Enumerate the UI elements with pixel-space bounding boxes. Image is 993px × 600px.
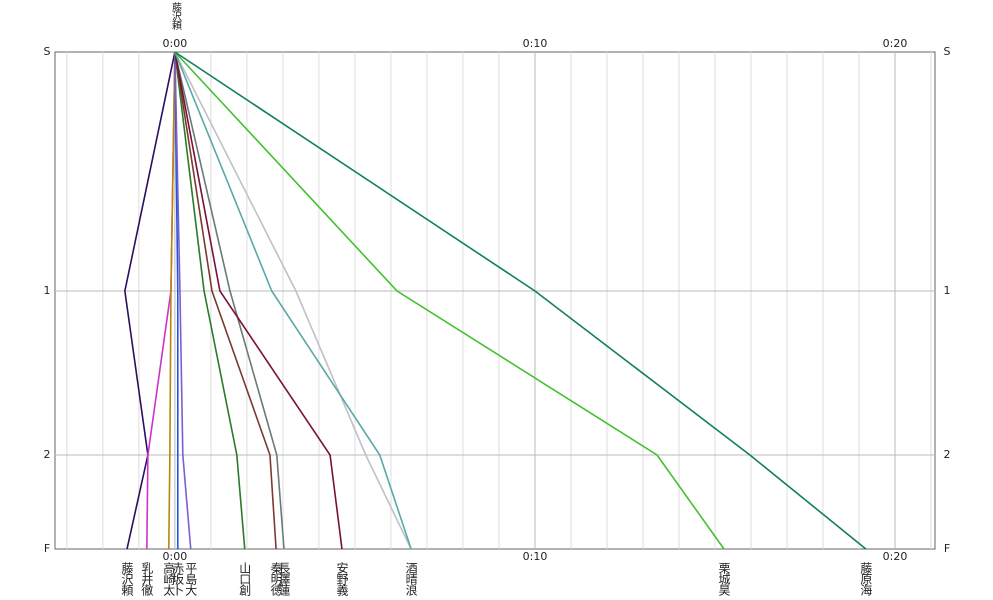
y-label-right: F — [944, 542, 950, 555]
runner-label: 藤沢頼 — [120, 562, 134, 597]
y-label-right: 1 — [944, 284, 951, 297]
runner-label: 藤原海 — [859, 562, 873, 596]
plot-frame — [54, 51, 936, 550]
runner-line — [174, 51, 412, 550]
y-label-left: F — [44, 542, 50, 555]
runner-line — [174, 51, 725, 550]
runner-label: 栗城昊 — [717, 562, 731, 597]
x-tick-label-bottom: 0:20 — [883, 550, 908, 563]
runner-line — [167, 51, 176, 550]
runner-label: 高崎太 — [162, 561, 176, 596]
x-tick-label-top: 0:10 — [523, 37, 548, 50]
y-label-right: 2 — [944, 448, 951, 461]
runner-line — [174, 51, 412, 550]
runner-line — [174, 51, 277, 550]
x-tick-label-top: 0:20 — [883, 37, 908, 50]
runner-label: 赤坂卜 — [171, 562, 185, 596]
y-label-right: S — [944, 45, 951, 58]
y-label-left: S — [44, 45, 51, 58]
runner-label: 山口創 — [238, 562, 252, 596]
runner-line — [174, 51, 343, 550]
runner-line — [174, 51, 285, 550]
leader-label: 藤沢頼 — [170, 2, 182, 31]
runner-line — [174, 51, 192, 550]
runner-line — [124, 51, 176, 550]
runner-line — [174, 51, 179, 549]
runner-line — [174, 51, 867, 550]
runner-label: 平島大 — [184, 562, 198, 596]
y-label-left: 2 — [44, 448, 51, 461]
x-tick-label-bottom: 0:00 — [163, 550, 188, 563]
runner-label: 酒晴浪 — [404, 562, 418, 597]
x-tick-label-bottom: 0:10 — [523, 550, 548, 563]
runner-label: 長澤蓮 — [277, 562, 291, 596]
runner-label: 秦明徳 — [269, 562, 283, 596]
y-label-left: 1 — [44, 284, 51, 297]
runner-label: 安野義 — [335, 561, 349, 596]
runner-label: 乳井徹 — [140, 562, 154, 596]
x-tick-label-top: 0:00 — [163, 37, 188, 50]
runner-line — [174, 51, 246, 550]
